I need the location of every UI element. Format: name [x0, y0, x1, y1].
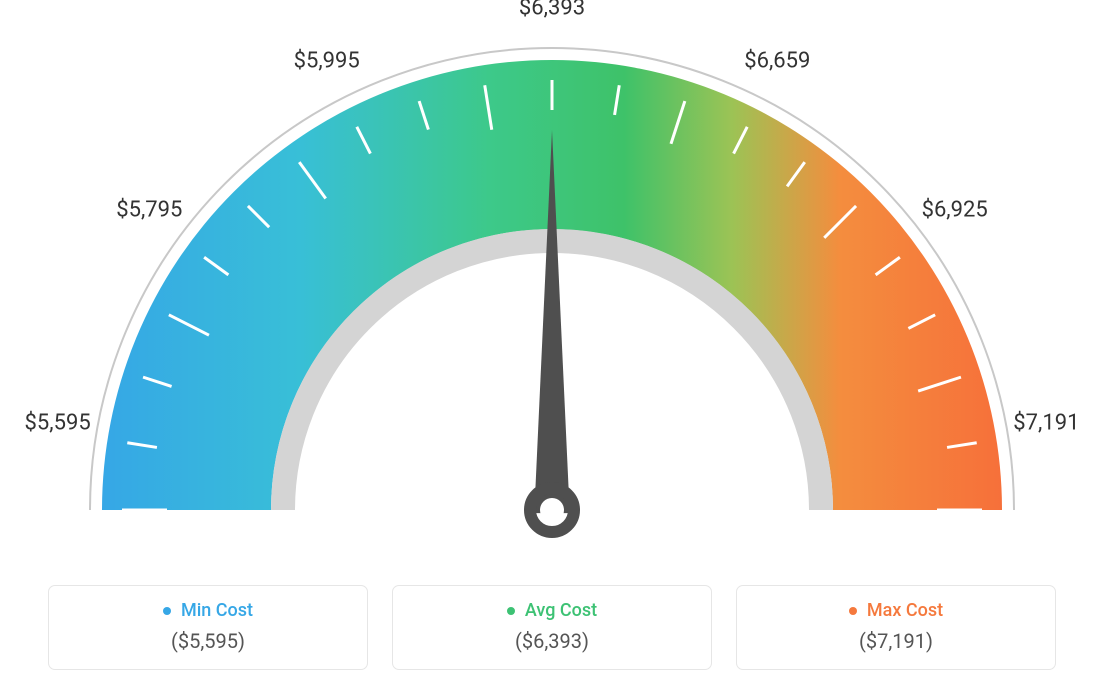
legend-label-max: Max Cost [867, 600, 943, 621]
gauge-tick-label: $5,995 [294, 49, 360, 74]
cost-gauge-chart: $5,595 $5,795 $5,995 $6,393 $6,659 $6,925 $7,1… [0, 0, 1104, 690]
gauge-area: $5,595 $5,795 $5,995 $6,393 $6,659 $6,925 $7,1… [0, 0, 1104, 555]
gauge-tick-label: $6,925 [922, 198, 988, 223]
legend: Min Cost ($5,595) Avg Cost ($6,393) Max … [0, 585, 1104, 671]
legend-title-min: Min Cost [163, 600, 253, 621]
gauge-tick-label: $7,191 [1013, 410, 1079, 435]
legend-card-avg: Avg Cost ($6,393) [392, 585, 712, 671]
gauge-tick-label: $6,393 [519, 0, 585, 21]
gauge-tick-label: $6,659 [744, 49, 810, 74]
legend-dot-min [163, 607, 171, 615]
legend-title-max: Max Cost [849, 600, 943, 621]
legend-label-avg: Avg Cost [525, 600, 597, 621]
legend-value-avg: ($6,393) [393, 629, 711, 653]
legend-title-avg: Avg Cost [507, 600, 597, 621]
legend-card-max: Max Cost ($7,191) [736, 585, 1056, 671]
gauge-tick-label: $5,795 [116, 198, 182, 223]
legend-dot-max [849, 607, 857, 615]
gauge-svg [0, 0, 1104, 555]
legend-value-max: ($7,191) [737, 629, 1055, 653]
legend-dot-avg [507, 607, 515, 615]
legend-value-min: ($5,595) [49, 629, 367, 653]
legend-label-min: Min Cost [181, 600, 253, 621]
gauge-tick-label: $5,595 [25, 410, 91, 435]
legend-card-min: Min Cost ($5,595) [48, 585, 368, 671]
